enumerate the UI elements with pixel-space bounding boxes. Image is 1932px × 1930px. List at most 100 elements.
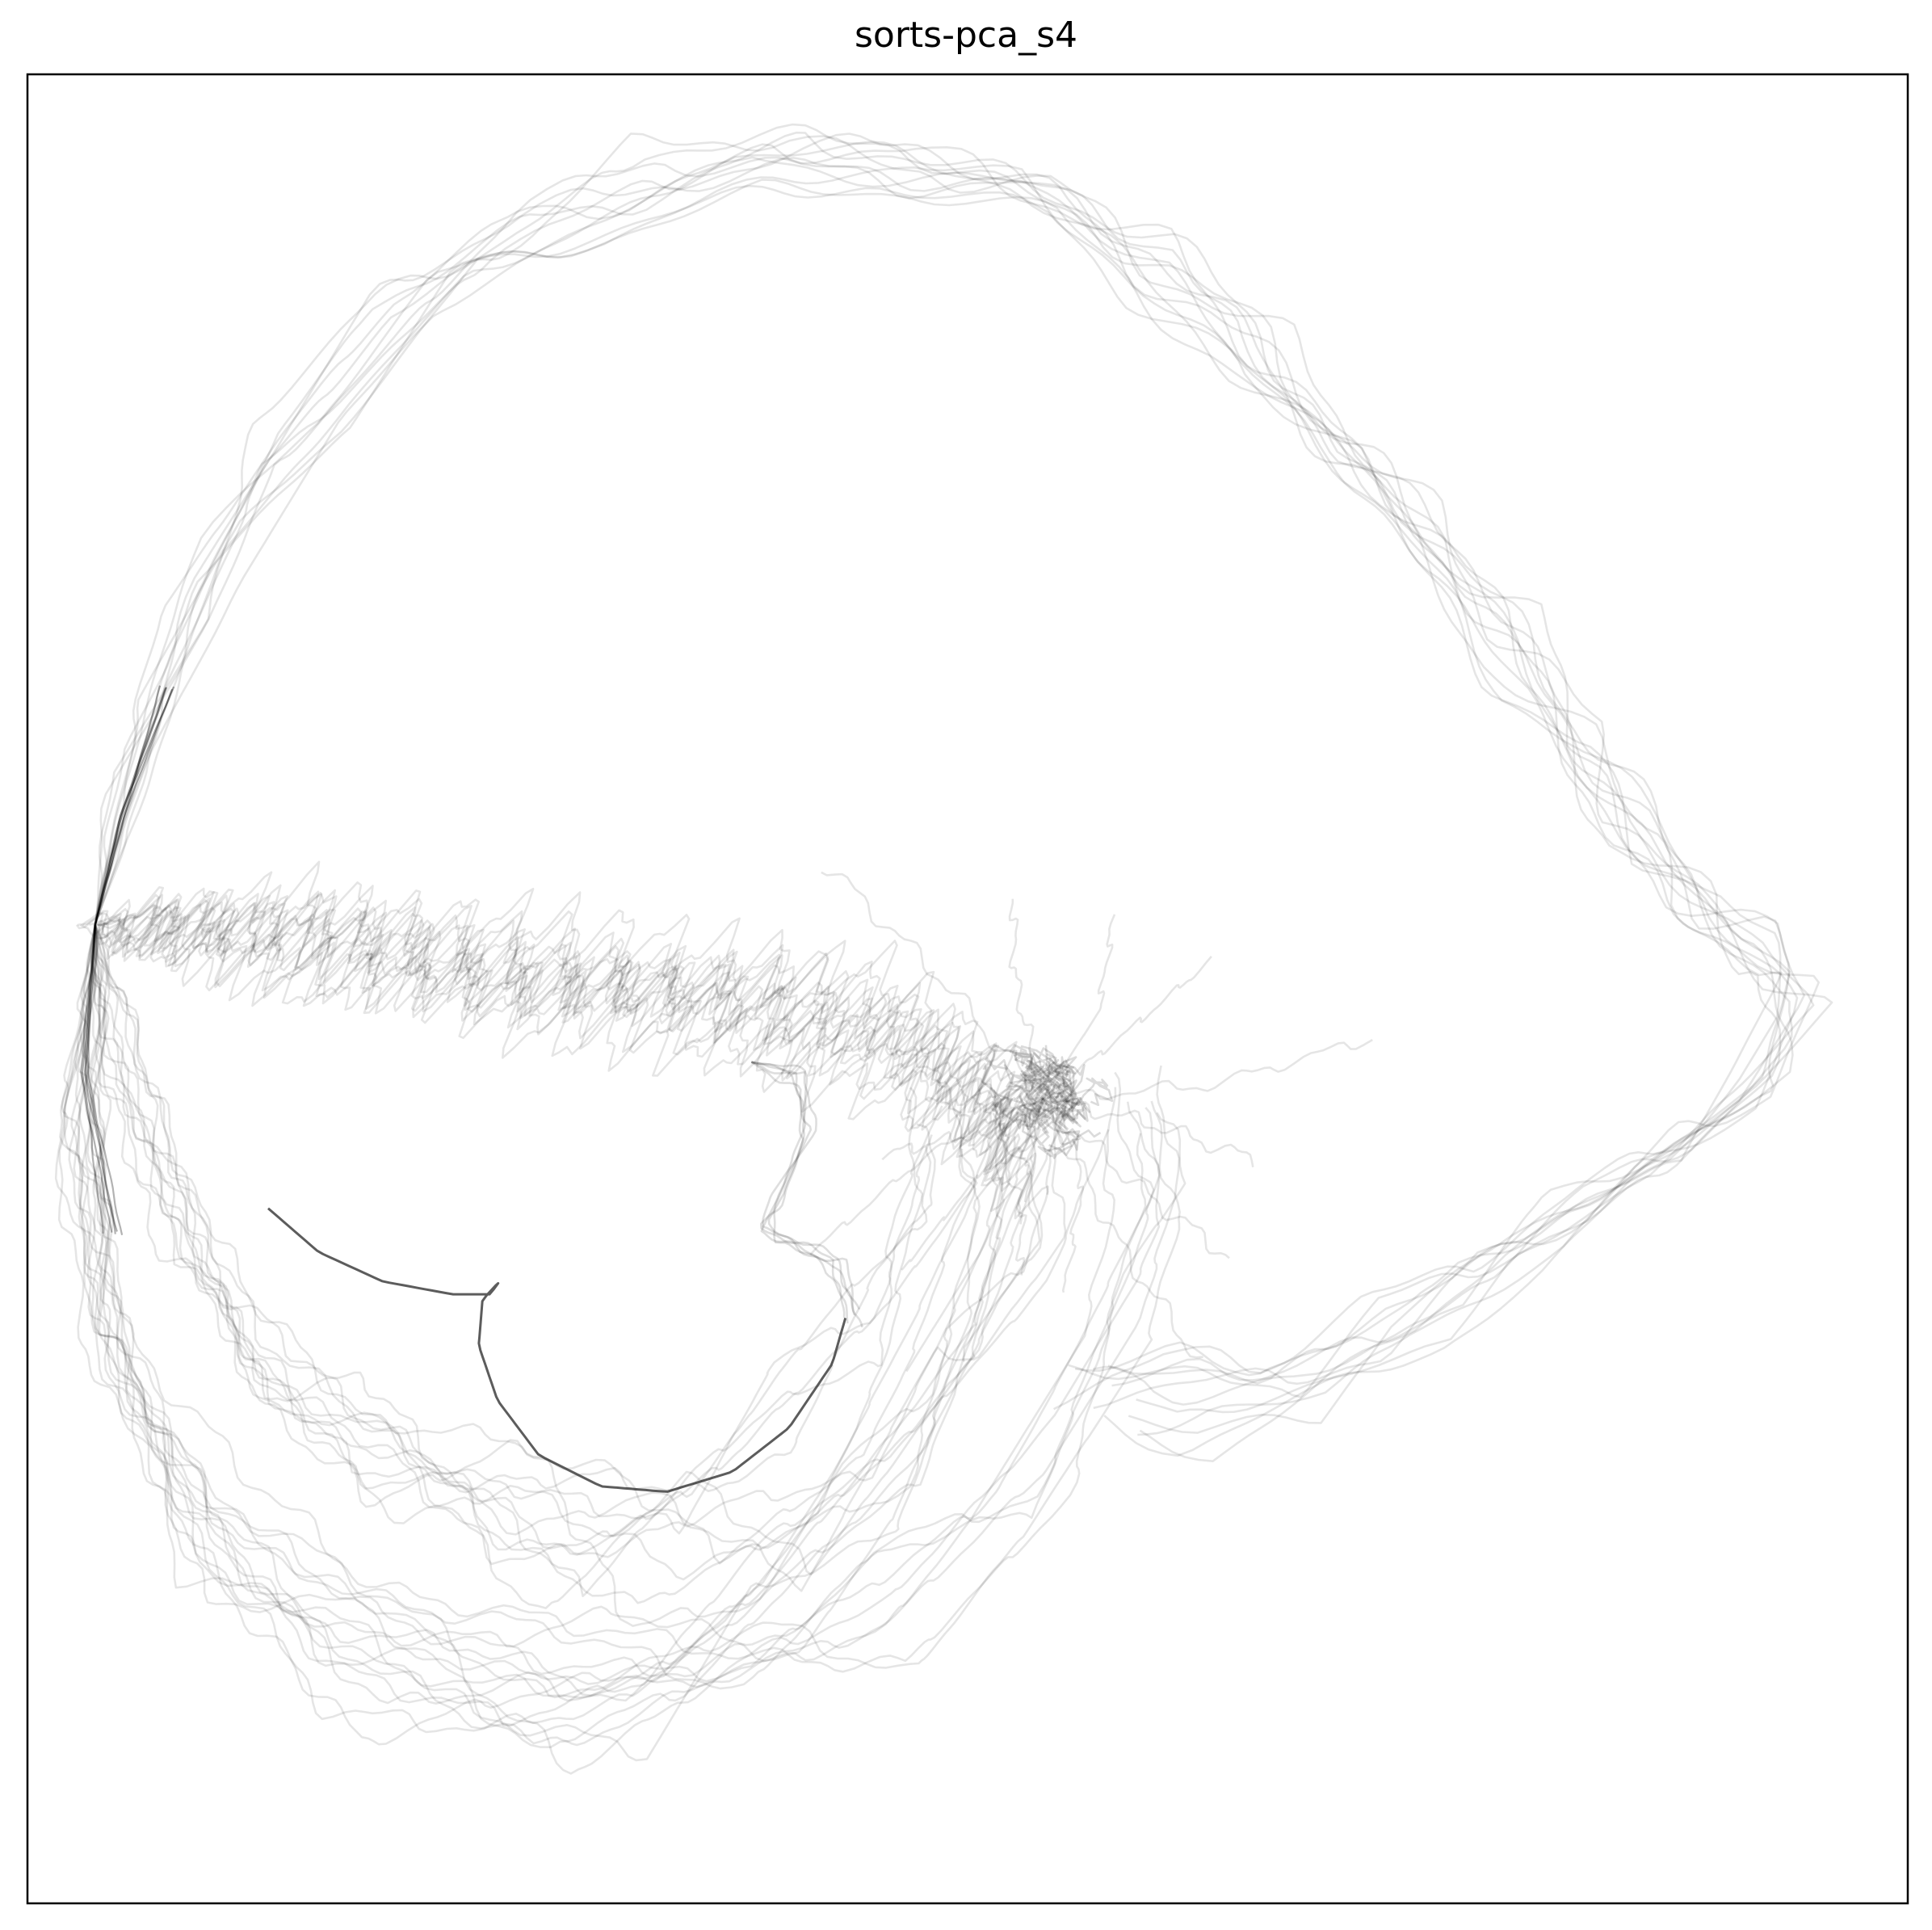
bowl-line-30 [59,924,1009,1727]
inner-bowl-line-48 [94,924,1014,1565]
origin-line-91 [84,924,118,1232]
origin-line-85 [86,924,124,1236]
origin-line-84 [94,688,174,926]
wave-band-line-21 [100,912,1049,1220]
top-loop-alt-line-7 [94,164,1799,1436]
bowl-line-34 [73,924,976,1702]
wave-band-line-17 [98,889,1027,1156]
ray-line-77 [1042,1097,1254,1167]
ray-line-76 [1042,1097,1230,1259]
bowl-line-29 [57,924,1181,1699]
inner-bowl-line-50 [94,924,978,1556]
inner-bowl-line-49 [94,924,1110,1609]
wave-band-line-12 [89,885,1041,1131]
top-loop-alt-line-8 [94,179,1833,1457]
ray-line-75 [1042,1098,1203,1359]
tangle-line-65 [1013,1052,1102,1151]
tangle-line-67 [990,1055,1075,1122]
top-loop-line-6 [94,156,1783,1411]
origin-line-90 [94,686,175,926]
hook-line-55 [751,1061,856,1316]
top-loop-alt-line-10 [94,184,1782,1462]
ray-line-71 [905,1098,1044,1373]
hook-line-56 [750,1061,849,1324]
top-loop-line-1 [94,132,1794,1377]
bowl-line-33 [78,924,1161,1775]
hook-line-58 [750,1061,861,1310]
top-loop-line-5 [94,132,1782,1387]
origin-line-92 [94,685,162,926]
bowl-line-27 [89,924,1117,1678]
inner-bowl-line-45 [94,924,936,1494]
tangle-line-62 [1037,1059,1082,1159]
bowl-line-41 [80,924,1186,1673]
ray-line-72 [962,1098,1044,1363]
ray-line-80 [1042,914,1116,1100]
wave-band-line-19 [105,906,1021,1147]
bowl-line-32 [54,924,1161,1690]
top-loop-alt-line-9 [94,141,1791,1434]
trajectory-layer [54,123,1833,1775]
bowl-line-36 [87,924,1155,1699]
chart-title: sorts-pca_s4 [855,15,1077,56]
bowl-line-35 [90,924,1147,1705]
bowl-line-39 [63,924,981,1762]
ray-line-69 [809,1097,1044,1255]
highlight-layer [267,1207,847,1493]
top-loop-alt-line-11 [94,156,1815,1414]
wave-band-line-18 [96,906,1021,1181]
inner-bowl-line-44 [94,924,1069,1604]
top-loop-line-0 [94,157,1820,1410]
tangle-line-61 [1009,1044,1114,1107]
axes-frame [26,73,1909,1905]
ray-line-83 [898,1049,1044,1100]
ray-line-70 [901,1097,1044,1271]
inner-bowl-line-42 [94,924,1035,1627]
wave-band-line-22 [93,898,1036,1225]
ray-line-73 [1014,1098,1044,1276]
origin-line-89 [85,924,116,1234]
wave-band-line-15 [82,860,1016,1147]
ray-line-82 [821,871,1044,1100]
ray-line-74 [1041,1098,1085,1293]
top-loop-line-3 [94,123,1793,1398]
wave-band-line-13 [98,898,1038,1144]
ray-line-78 [1042,1038,1373,1101]
inner-bowl-line-43 [94,924,1077,1581]
ray-line-79 [1042,956,1212,1100]
bowl-line-26 [63,924,1181,1748]
top-loop-line-4 [94,131,1806,1385]
hook-line-57 [750,1061,846,1318]
origin-line-87 [81,924,104,1234]
tangle-line-66 [981,1044,1086,1129]
tangle-line-60 [1022,1079,1082,1156]
inner-bowl-line-53 [93,924,933,1535]
bowl-line-40 [90,924,1023,1663]
tangle-line-64 [1016,1052,1089,1125]
wave-band-line-16 [94,884,1035,1140]
inner-bowl-line-52 [94,924,1016,1566]
ray-line-68 [881,1097,1044,1161]
origin-line-93 [80,924,113,1233]
hook-line-54 [751,1061,863,1328]
bowl-line-28 [70,924,1044,1746]
wave-band-line-23 [78,890,1027,1182]
origin-line-88 [94,687,168,926]
inner-bowl-line-51 [94,924,1067,1592]
ray-line-81 [1008,898,1044,1100]
wave-band-line-25 [97,906,1033,1213]
top-loop-line-2 [94,143,1791,1406]
bowl-line-31 [81,924,1041,1745]
origin-line-86 [94,687,167,926]
tangle-line-59 [1019,1056,1077,1119]
wave-band-line-20 [100,902,1048,1171]
bowl-line-38 [68,924,1003,1734]
tangle-line-63 [1002,1066,1091,1136]
inner-bowl-line-47 [94,924,943,1597]
inner-bowl-line-46 [94,924,932,1549]
wave-band-line-24 [75,894,1024,1192]
wave-band-line-14 [80,898,1010,1175]
bowl-line-37 [93,924,924,1697]
highlight-trajectory [267,1207,847,1493]
